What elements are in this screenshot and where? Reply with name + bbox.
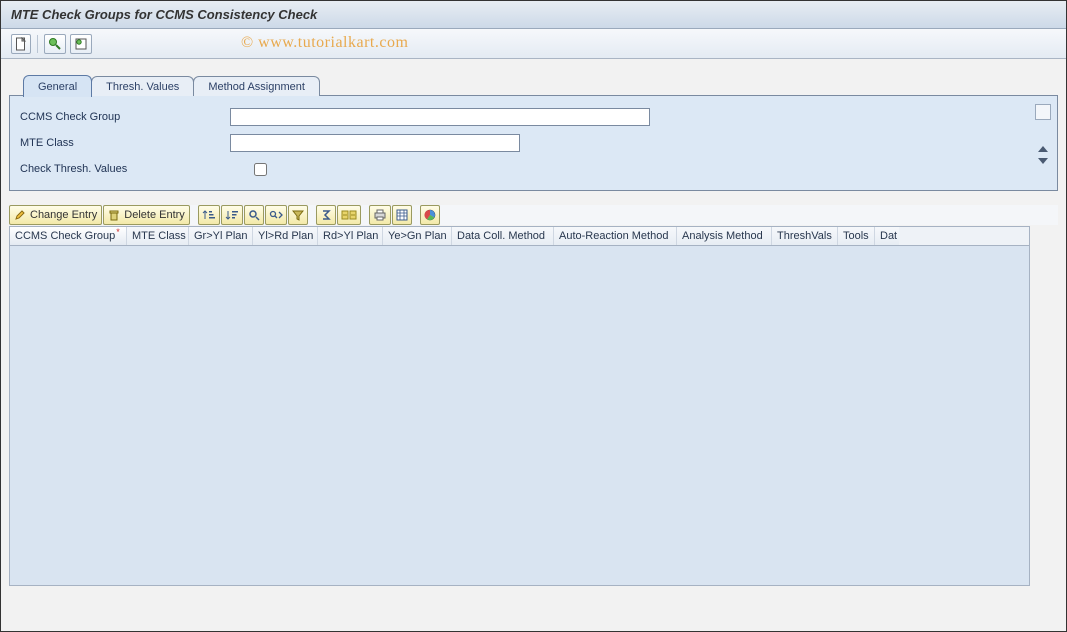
sort-asc-button[interactable]	[198, 205, 220, 225]
col-label: MTE Class	[132, 230, 186, 242]
change-entry-button[interactable]: Change Entry	[9, 205, 102, 225]
toolbar-divider	[37, 35, 38, 53]
find-next-button[interactable]	[265, 205, 287, 225]
panel-scroll-down[interactable]	[1038, 158, 1048, 164]
grid-icon	[396, 209, 408, 221]
content-area: General Thresh. Values Method Assignment…	[1, 59, 1066, 586]
execute-all-button[interactable]	[70, 34, 92, 54]
form-row-ccms-group: CCMS Check Group	[20, 106, 1047, 128]
col-yl-rd-plan[interactable]: Yl>Rd Plan	[253, 227, 318, 245]
tab-label: Thresh. Values	[106, 81, 179, 93]
pencil-icon	[14, 209, 26, 221]
execute-icon	[48, 37, 62, 51]
panel-scroll-up[interactable]	[1038, 146, 1048, 152]
tab-thresh-values[interactable]: Thresh. Values	[91, 76, 194, 96]
find-next-icon	[269, 209, 283, 221]
grid-header: CCMS Check Group* MTE Class Gr>Yl Plan Y…	[9, 226, 1030, 246]
col-gr-yl-plan[interactable]: Gr>Yl Plan	[189, 227, 253, 245]
col-label: Data Coll. Method	[457, 230, 545, 242]
panel-expand-button[interactable]	[1035, 104, 1051, 120]
col-label: CCMS Check Group	[15, 230, 115, 242]
subtotal-button[interactable]	[337, 205, 361, 225]
col-analysis-method[interactable]: Analysis Method	[677, 227, 772, 245]
form-row-mte-class: MTE Class	[20, 132, 1047, 154]
col-dat[interactable]: Dat	[875, 227, 899, 245]
input-ccms-check-group[interactable]	[230, 108, 650, 126]
sort-desc-button[interactable]	[221, 205, 243, 225]
input-mte-class[interactable]	[230, 134, 520, 152]
layout-button[interactable]	[392, 205, 412, 225]
checkbox-check-thresh-values[interactable]	[254, 163, 267, 176]
tab-label: Method Assignment	[208, 81, 305, 93]
delete-entry-label: Delete Entry	[124, 209, 185, 221]
tab-method-assignment[interactable]: Method Assignment	[193, 76, 320, 96]
col-mte-class[interactable]: MTE Class	[127, 227, 189, 245]
sum-button[interactable]	[316, 205, 336, 225]
col-label: Tools	[843, 230, 869, 242]
label-mte-class: MTE Class	[20, 137, 230, 149]
tab-general[interactable]: General	[23, 75, 92, 97]
filter-button[interactable]	[288, 205, 308, 225]
form-panel: CCMS Check Group MTE Class Check Thresh.…	[9, 95, 1058, 191]
filter-icon	[292, 209, 304, 221]
label-check-thresh-values: Check Thresh. Values	[20, 163, 230, 175]
delete-entry-button[interactable]: Delete Entry	[103, 205, 190, 225]
col-rd-yl-plan[interactable]: Rd>Yl Plan	[318, 227, 383, 245]
find-button[interactable]	[244, 205, 264, 225]
col-label: Rd>Yl Plan	[323, 230, 378, 242]
find-icon	[248, 209, 260, 221]
chart-button[interactable]	[420, 205, 440, 225]
col-data-coll-method[interactable]: Data Coll. Method	[452, 227, 554, 245]
grid-toolbar: Change Entry Delete Entry	[9, 205, 1058, 225]
new-document-button[interactable]	[11, 34, 31, 54]
page-title: MTE Check Groups for CCMS Consistency Ch…	[11, 7, 317, 22]
col-label: Analysis Method	[682, 230, 763, 242]
window-titlebar: MTE Check Groups for CCMS Consistency Ch…	[1, 1, 1066, 29]
sigma-icon	[320, 209, 332, 221]
tab-label: General	[38, 81, 77, 93]
execute-small-icon	[74, 37, 88, 51]
app-toolbar: © www.tutorialkart.com	[1, 29, 1066, 59]
col-label: ThreshVals	[777, 230, 832, 242]
tabstrip: General Thresh. Values Method Assignment	[23, 75, 1058, 96]
sort-asc-icon	[202, 209, 216, 221]
col-label: Gr>Yl Plan	[194, 230, 248, 242]
col-threshvals[interactable]: ThreshVals	[772, 227, 838, 245]
form-row-check-thresh: Check Thresh. Values	[20, 158, 1047, 180]
col-label: Auto-Reaction Method	[559, 230, 668, 242]
watermark-text: © www.tutorialkart.com	[241, 34, 408, 52]
col-ccms-check-group[interactable]: CCMS Check Group*	[10, 227, 127, 245]
label-ccms-check-group: CCMS Check Group	[20, 111, 230, 123]
col-ye-gn-plan[interactable]: Ye>Gn Plan	[383, 227, 452, 245]
panel-scroll-controls	[1035, 104, 1051, 164]
trash-icon	[108, 209, 120, 221]
col-label: Yl>Rd Plan	[258, 230, 313, 242]
grid-body[interactable]	[9, 246, 1030, 586]
execute-button[interactable]	[44, 34, 66, 54]
col-label: Ye>Gn Plan	[388, 230, 447, 242]
col-label: Dat	[880, 230, 897, 242]
document-icon	[15, 37, 27, 51]
subtotal-icon	[341, 209, 357, 221]
chart-icon	[424, 209, 436, 221]
required-marker: *	[116, 227, 120, 237]
change-entry-label: Change Entry	[30, 209, 97, 221]
col-tools[interactable]: Tools	[838, 227, 875, 245]
col-auto-reaction-method[interactable]: Auto-Reaction Method	[554, 227, 677, 245]
print-icon	[373, 209, 387, 221]
print-button[interactable]	[369, 205, 391, 225]
sort-desc-icon	[225, 209, 239, 221]
